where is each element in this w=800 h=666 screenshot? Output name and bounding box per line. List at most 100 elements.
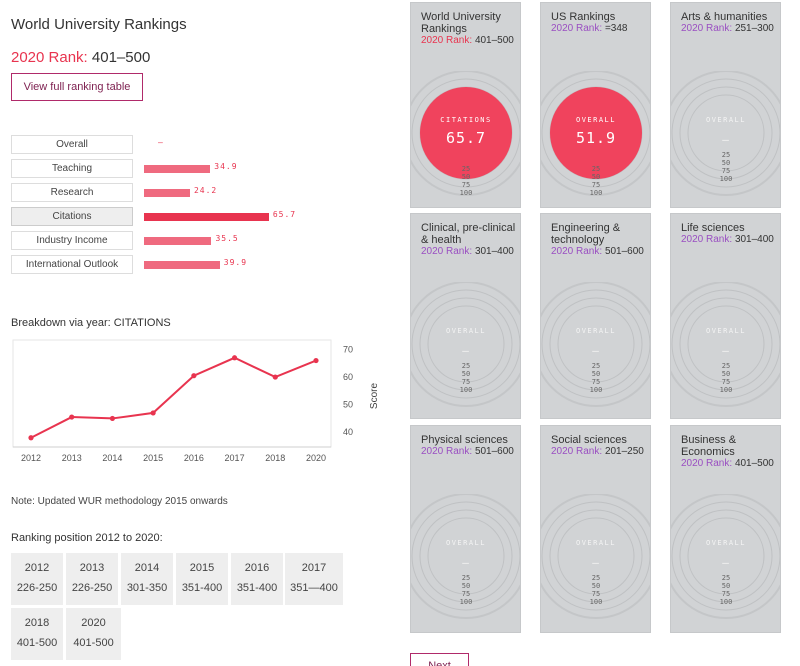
data-point — [191, 373, 197, 379]
dial-tick-label: 25 — [462, 165, 470, 173]
metric-row-citations[interactable]: Citations 65.7 — [11, 207, 391, 226]
position-rank: 301-350 — [126, 582, 168, 594]
dial-label: OVERALL — [706, 116, 746, 124]
subject-card[interactable]: Business & Economics 2020 Rank: 401–500 25… — [670, 425, 781, 633]
subject-card[interactable]: Physical sciences 2020 Rank: 501–600 25 50 7… — [410, 425, 521, 633]
view-full-ranking-button[interactable]: View full ranking table — [11, 73, 143, 101]
dial-ring — [411, 289, 520, 399]
dial-tick-label: 75 — [462, 181, 470, 189]
dial-ring — [541, 78, 650, 188]
x-tick-label: 2014 — [102, 453, 122, 463]
dial-outer-ring — [411, 71, 520, 196]
dial-tick-label: 50 — [462, 370, 470, 378]
dial-label: CITATIONS — [440, 116, 491, 124]
dial-value: 65.7 — [446, 129, 486, 147]
metric-row-international-outlook[interactable]: International Outlook 39.9 — [11, 255, 391, 274]
card-rank-label: 2020 Rank: — [551, 23, 603, 34]
ranking-position-cell: 2017 351—400 — [285, 553, 343, 605]
dial-tick-label: 75 — [722, 590, 730, 598]
card-title: US Rankings — [551, 11, 616, 23]
dial-tick-label: 25 — [462, 574, 470, 582]
dial-label: OVERALL — [576, 539, 616, 547]
dial-label: OVERALL — [706, 327, 746, 335]
subject-card[interactable]: Social sciences 2020 Rank: 201–250 25 50 75 1… — [540, 425, 651, 633]
dial-label: OVERALL — [446, 539, 486, 547]
subject-card[interactable]: World University Rankings 2020 Rank: 401–… — [410, 2, 521, 208]
position-year: 2020 — [81, 617, 106, 629]
subject-card[interactable]: Arts & humanities 2020 Rank: 251–300 25 50 7… — [670, 2, 781, 208]
dial-label: OVERALL — [706, 539, 746, 547]
metric-value: – — [158, 138, 164, 147]
metric-label[interactable]: Research — [11, 183, 133, 202]
card-rank-value: 401–500 — [734, 458, 774, 469]
dial-ring — [687, 94, 765, 172]
dial-ring — [411, 501, 520, 611]
metric-bar — [144, 261, 220, 269]
metric-label[interactable]: Teaching — [11, 159, 133, 178]
card-rank-value: 201–250 — [604, 446, 644, 457]
metric-row-teaching[interactable]: Teaching 34.9 — [11, 159, 391, 178]
dial-tick-label: 100 — [590, 386, 603, 394]
dial-value: — — [462, 556, 470, 569]
ranking-position-cell: 2016 351-400 — [231, 553, 283, 605]
metric-value: 65.7 — [272, 210, 297, 219]
dial-ring — [679, 86, 773, 180]
ranking-position-cell: 2013 226-250 — [66, 553, 118, 605]
position-rank: 401-500 — [16, 637, 58, 649]
card-rank-label: 2020 Rank: — [421, 446, 473, 457]
dial-value: — — [722, 556, 730, 569]
dial-tick-label: 75 — [462, 378, 470, 386]
dial-ring — [427, 305, 505, 383]
dial-tick-label: 100 — [590, 598, 603, 606]
dial-tick-label: 75 — [592, 181, 600, 189]
dial-tick-label: 25 — [722, 362, 730, 370]
y-tick-label: 70 — [343, 345, 353, 355]
series-line — [30, 356, 317, 439]
card-rank-value: 301–400 — [734, 234, 774, 245]
card-title: Arts & humanities — [681, 11, 768, 23]
metric-label[interactable]: International Outlook — [11, 255, 133, 274]
card-rank-label: 2020 Rank: — [551, 246, 603, 257]
dial-tick-label: 25 — [462, 362, 470, 370]
position-year: 2012 — [24, 562, 50, 574]
next-button[interactable]: Next — [410, 653, 469, 666]
dial-ring — [687, 305, 765, 383]
position-rank: 351-400 — [181, 582, 223, 594]
subject-card[interactable]: Engineering & technology 2020 Rank: 501–6… — [540, 213, 651, 419]
dial-label: OVERALL — [446, 327, 486, 335]
x-tick-label: 2020 — [306, 453, 326, 463]
y-tick-label: 50 — [343, 400, 353, 410]
card-title: Physical sciences — [421, 434, 508, 446]
position-rank: 351-400 — [236, 582, 278, 594]
dial-tick-label: 75 — [722, 378, 730, 386]
metric-label[interactable]: Citations — [11, 207, 133, 226]
chart-frame — [12, 339, 332, 448]
metric-row-overall[interactable]: Overall – — [11, 135, 391, 154]
metric-row-research[interactable]: Research 24.2 — [11, 183, 391, 202]
position-year: 2014 — [134, 562, 160, 574]
dial-tick-label: 75 — [592, 378, 600, 386]
dial-value: — — [722, 133, 730, 146]
dial-ring — [679, 509, 773, 603]
position-year: 2018 — [24, 617, 50, 629]
card-rank-value: 251–300 — [734, 23, 774, 34]
card-title: Life sciences — [681, 222, 745, 234]
metric-label[interactable]: Overall — [11, 135, 133, 154]
card-rank-label: 2020 Rank: — [681, 234, 733, 245]
metric-label[interactable]: Industry Income — [11, 231, 133, 250]
metric-bar — [144, 237, 212, 245]
metric-row-industry-income[interactable]: Industry Income 35.5 — [11, 231, 391, 250]
dial-value: — — [592, 344, 600, 357]
subject-card[interactable]: Life sciences 2020 Rank: 301–400 25 50 75 100… — [670, 213, 781, 419]
dial-tick-label: 25 — [592, 362, 600, 370]
positions-title: Ranking position 2012 to 2020: — [11, 532, 163, 544]
subject-card[interactable]: Clinical, pre-clinical & health 2020 Rank… — [410, 213, 521, 419]
card-rank-value: 501–600 — [474, 446, 514, 457]
dial-ring — [557, 305, 635, 383]
subject-card[interactable]: US Rankings 2020 Rank: =348 25 50 75 100 OVERA… — [540, 2, 651, 208]
